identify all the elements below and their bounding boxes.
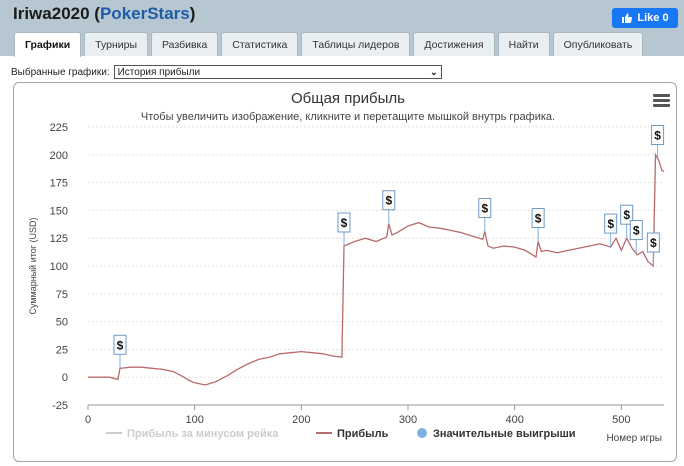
significant-win-marker[interactable]: $ <box>113 334 127 369</box>
tab-breakdown[interactable]: Разбивка <box>151 32 219 56</box>
y-tick-label: 175 <box>50 178 68 190</box>
y-tick-label: 200 <box>50 150 68 162</box>
tab-statistics[interactable]: Статистика <box>221 32 299 56</box>
legend-item-profit[interactable]: Прибыль <box>316 428 389 440</box>
win-marker-label: $ <box>633 224 640 238</box>
y-tick-label: 0 <box>62 372 68 384</box>
tab-tournaments[interactable]: Турниры <box>84 32 149 56</box>
chevron-down-icon: ⌄ <box>430 66 438 77</box>
win-marker-label: $ <box>117 338 124 352</box>
x-axis-label: Номер игры <box>606 433 662 444</box>
significant-win-marker[interactable]: $ <box>531 208 545 242</box>
significant-win-marker[interactable]: $ <box>651 125 665 159</box>
chart-select-value: История прибыли <box>117 66 201 78</box>
x-tick-label: 100 <box>185 414 203 426</box>
chart-title: Общая прибыль <box>291 90 405 107</box>
y-tick-label: -25 <box>52 400 68 412</box>
site-link[interactable]: PokerStars <box>99 4 190 23</box>
win-marker-label: $ <box>385 194 392 208</box>
win-marker-label: $ <box>654 129 661 143</box>
win-marker-label: $ <box>341 216 348 230</box>
profit-chart[interactable]: Общая прибыль Чтобы увеличить изображени… <box>14 83 677 462</box>
significant-win-marker[interactable]: $ <box>629 220 643 254</box>
tab-bar: Графики Турниры Разбивка Статистика Табл… <box>14 32 644 57</box>
svg-text:Значительные выигрыши: Значительные выигрыши <box>433 428 576 440</box>
significant-win-marker[interactable]: $ <box>646 232 660 266</box>
significant-win-marker[interactable]: $ <box>382 190 396 224</box>
y-axis-label: Суммарный итог (USD) <box>28 217 38 314</box>
svg-text:Прибыль за минусом рейка: Прибыль за минусом рейка <box>127 428 279 440</box>
player-title: Iriwa2020 (PokerStars) <box>13 4 196 23</box>
win-marker-label: $ <box>481 202 488 216</box>
tab-achievements[interactable]: Достижения <box>413 32 495 56</box>
win-marker-label: $ <box>607 217 614 231</box>
x-tick-label: 0 <box>85 414 91 426</box>
significant-win-marker[interactable]: $ <box>620 204 634 239</box>
y-tick-label: 75 <box>56 289 68 301</box>
series-line-profit <box>88 152 665 386</box>
x-tick-label: 400 <box>505 414 523 426</box>
x-tick-label: 200 <box>292 414 310 426</box>
top-bar: Iriwa2020 (PokerStars) Like 0 Графики Ту… <box>0 0 684 57</box>
win-marker-label: $ <box>650 236 657 250</box>
significant-win-marker[interactable]: $ <box>604 213 618 248</box>
chart-select[interactable]: История прибыли ⌄ <box>113 65 442 79</box>
y-tick-label: 100 <box>50 261 68 273</box>
thumbs-up-icon <box>622 13 633 23</box>
chart-selector-label: Выбранные графики: <box>11 66 110 78</box>
y-tick-label: 150 <box>50 205 68 217</box>
y-tick-label: 50 <box>56 317 68 329</box>
legend-item-profit-minus-rake[interactable]: Прибыль за минусом рейка <box>106 428 279 440</box>
tab-search[interactable]: Найти <box>497 32 550 56</box>
chart-selector-row: Выбранные графики: История прибыли ⌄ <box>11 65 442 79</box>
x-tick-label: 500 <box>612 414 630 426</box>
tab-leaderboards[interactable]: Таблицы лидеров <box>301 32 411 56</box>
chart-subtitle: Чтобы увеличить изображение, кликните и … <box>141 111 555 123</box>
y-tick-label: 125 <box>50 233 68 245</box>
chart-panel[interactable]: Общая прибыль Чтобы увеличить изображени… <box>13 82 677 462</box>
facebook-like-button[interactable]: Like 0 <box>612 8 678 28</box>
win-marker-label: $ <box>535 212 542 226</box>
player-name: Iriwa2020 <box>13 4 90 23</box>
significant-win-marker[interactable]: $ <box>478 198 492 232</box>
significant-win-marker[interactable]: $ <box>337 212 351 246</box>
win-marker-label: $ <box>623 208 630 222</box>
like-label: Like 0 <box>637 12 669 24</box>
legend-item-significant-wins[interactable]: Значительные выигрыши <box>417 428 576 440</box>
tab-charts[interactable]: Графики <box>14 32 82 57</box>
x-tick-label: 300 <box>399 414 417 426</box>
y-tick-label: 225 <box>50 122 68 134</box>
svg-text:Прибыль: Прибыль <box>337 428 389 440</box>
chart-menu-icon[interactable] <box>653 94 670 108</box>
tab-publish[interactable]: Опубликовать <box>552 32 644 56</box>
y-tick-label: 25 <box>56 344 68 356</box>
